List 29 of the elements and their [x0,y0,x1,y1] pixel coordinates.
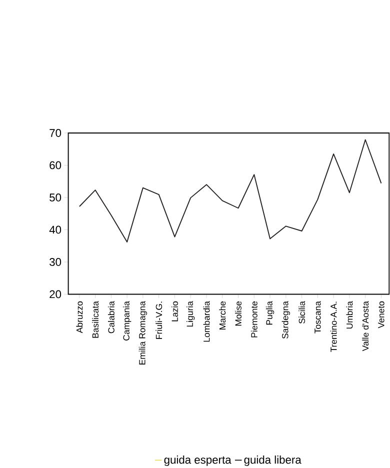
legend-label: guida esperta [164,456,232,466]
x-tick-label: Lombardia [203,301,210,342]
x-tick-label: Puglia [266,301,274,325]
x-tick-label: Sicilia [298,301,306,324]
legend-label: guida libera [244,456,302,466]
line-series [79,139,382,242]
x-tick-label: Basilicata [92,301,99,338]
y-tick-label: 70 [50,129,62,137]
x-tick-label: Liguria [186,301,195,327]
y-tick-label: 60 [50,161,62,170]
y-tick-label: 30 [50,258,62,266]
x-tick-label: Campania [123,301,132,340]
y-tick-label: 50 [50,194,62,202]
x-tick-label: Emilia Romagna [139,301,148,364]
x-tick-label: Marche [219,301,226,330]
y-tick-label: 40 [50,226,62,234]
x-tick-label: Abruzzo [76,301,83,334]
x-tick-label: Sardegna [282,301,290,339]
x-tick-label: Trentino-A.A. [330,302,337,352]
x-tick-label: Valle d'Aosta [362,301,369,352]
x-tick-label: Piemonte [251,301,258,338]
x-tick-label: Calabria [108,301,115,334]
x-tick-label: Lazio [172,301,178,322]
x-tick-label: Friuli-V.G. [156,302,162,339]
x-tick-label: Veneto [378,301,384,328]
x-tick-label: Umbria [346,301,353,329]
y-tick-label: 20 [50,290,62,298]
x-tick-label: Toscana [314,301,321,334]
x-tick-label: Molise [235,301,242,326]
